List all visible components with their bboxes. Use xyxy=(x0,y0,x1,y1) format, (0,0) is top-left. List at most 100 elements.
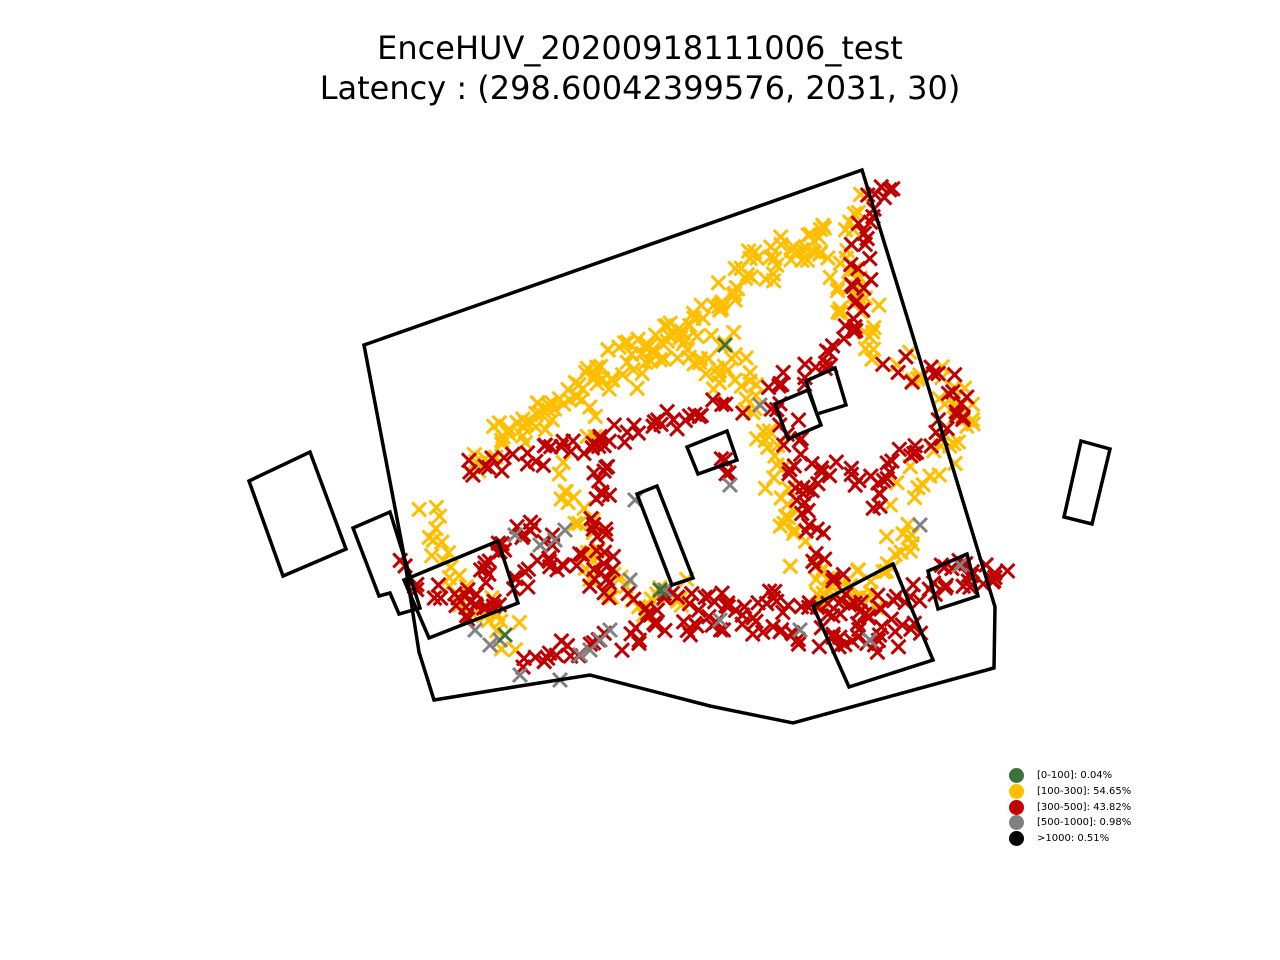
marker-100-300 xyxy=(759,439,776,456)
legend-item-300-500: [300-500]: 43.82% xyxy=(1008,799,1168,816)
marker-300-500 xyxy=(589,528,606,545)
outline-right-room xyxy=(925,551,981,612)
marker-300-500 xyxy=(862,271,879,288)
marker-0-100 xyxy=(651,581,669,599)
marker-300-500 xyxy=(848,292,865,310)
marker-100-300 xyxy=(576,500,593,517)
marker-500-1000 xyxy=(511,666,529,684)
marker-100-300 xyxy=(773,489,790,507)
marker-100-300 xyxy=(630,331,647,348)
marker-100-300 xyxy=(765,265,782,282)
marker-300-500 xyxy=(592,564,609,581)
marker-300-500 xyxy=(938,577,955,594)
marker-300-500 xyxy=(606,416,623,434)
marker-100-300 xyxy=(581,399,598,416)
marker-100-300 xyxy=(812,244,829,261)
marker-300-500 xyxy=(649,602,666,619)
marker-500-1000 xyxy=(721,476,739,494)
marker-300-500 xyxy=(833,592,850,609)
marker-300-500 xyxy=(595,555,612,572)
marker-100-300 xyxy=(772,518,789,535)
marker-500-1000 xyxy=(556,521,574,539)
marker-300-500 xyxy=(986,564,1003,582)
marker-100-300 xyxy=(619,354,636,371)
marker-300-500 xyxy=(828,453,845,471)
marker-300-500 xyxy=(796,356,814,373)
marker-300-500 xyxy=(553,632,570,650)
marker-300-500 xyxy=(679,622,696,639)
marker-100-300 xyxy=(748,376,765,393)
marker-500-1000 xyxy=(911,516,929,534)
marker-300-500 xyxy=(944,383,961,400)
marker-100-300 xyxy=(433,534,450,551)
marker-300-500 xyxy=(700,608,717,625)
outline-left-block xyxy=(246,449,349,579)
marker-100-300 xyxy=(571,515,588,532)
marker-300-500 xyxy=(537,437,554,454)
outline-far-right-block xyxy=(1061,438,1113,527)
outline-center-bar xyxy=(634,483,696,588)
legend-item-100-300: [100-300]: 54.65% xyxy=(1008,783,1168,800)
marker-100-300 xyxy=(712,296,729,313)
marker-300-500 xyxy=(715,621,732,638)
marker-100-300 xyxy=(491,414,508,431)
marker-300-500 xyxy=(854,302,871,319)
legend-marker-over-1000 xyxy=(1009,831,1024,846)
marker-100-300 xyxy=(716,334,734,351)
marker-100-300 xyxy=(865,319,882,336)
chart-title-line-2: Latency : (298.60042399576, 2031, 30) xyxy=(319,69,961,107)
marker-100-300 xyxy=(878,528,895,545)
marker-300-500 xyxy=(605,548,622,565)
marker-300-500 xyxy=(495,449,513,466)
marker-100-300 xyxy=(765,469,782,486)
marker-300-500 xyxy=(562,443,579,460)
marker-100-300 xyxy=(888,474,905,491)
marker-100-300 xyxy=(906,489,923,506)
marker-300-500 xyxy=(881,181,898,198)
marker-100-300 xyxy=(574,380,591,397)
marker-300-500 xyxy=(717,395,734,413)
marker-100-300 xyxy=(567,515,584,532)
marker-100-300 xyxy=(950,433,967,451)
marker-100-300 xyxy=(656,351,673,368)
marker-300-500 xyxy=(891,441,908,458)
marker-300-500 xyxy=(786,457,803,475)
legend: [0-100]: 0.04% [100-300]: 54.65% [300-50… xyxy=(1008,768,1168,847)
marker-300-500 xyxy=(646,413,663,430)
marker-300-500 xyxy=(923,359,940,376)
marker-100-300 xyxy=(527,418,545,435)
legend-marker-500-1000 xyxy=(1009,815,1024,831)
marker-300-500 xyxy=(843,460,860,477)
marker-300-500 xyxy=(902,621,919,638)
marker-100-300 xyxy=(829,282,846,299)
marker-300-500 xyxy=(588,490,605,507)
marker-300-500 xyxy=(765,618,782,635)
legend-item-over-1000: >1000: 0.51% xyxy=(1008,831,1168,847)
marker-300-500 xyxy=(625,417,643,434)
marker-300-500 xyxy=(713,396,730,413)
marker-300-500 xyxy=(908,444,925,461)
marker-100-300 xyxy=(431,508,448,525)
latency-markers xyxy=(392,178,1016,689)
marker-100-300 xyxy=(794,241,811,258)
marker-300-500 xyxy=(775,364,792,381)
marker-300-500 xyxy=(555,557,572,574)
marker-300-500 xyxy=(472,561,489,578)
marker-100-300 xyxy=(738,349,755,367)
marker-300-500 xyxy=(879,454,896,472)
outline-main-building xyxy=(361,167,997,725)
marker-100-300 xyxy=(623,346,640,363)
marker-300-500 xyxy=(869,587,886,604)
marker-300-500 xyxy=(493,462,510,479)
marker-300-500 xyxy=(604,561,621,578)
marker-500-1000 xyxy=(711,611,729,629)
marker-100-300 xyxy=(529,394,546,412)
marker-100-300 xyxy=(604,371,621,389)
marker-500-1000 xyxy=(621,571,639,589)
marker-300-500 xyxy=(601,487,618,504)
marker-100-300 xyxy=(899,516,917,533)
chart-title-line-1: EnceHUV_20200918111006_test xyxy=(377,29,903,67)
marker-300-500 xyxy=(811,638,828,655)
marker-100-300 xyxy=(511,614,528,631)
